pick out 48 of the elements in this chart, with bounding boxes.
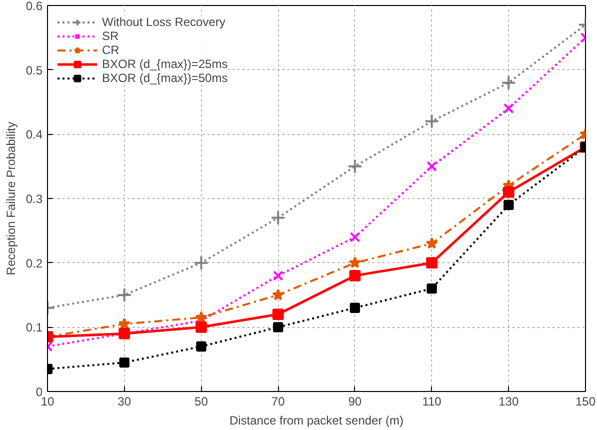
x-tick-label: 30 xyxy=(118,394,132,408)
point xyxy=(426,283,437,294)
point xyxy=(272,308,284,320)
x-tick-label: 150 xyxy=(575,394,596,408)
point xyxy=(119,357,130,368)
y-tick-label: 0.6 xyxy=(26,0,43,13)
point xyxy=(272,288,284,300)
point xyxy=(350,232,360,242)
legend-label: Without Loss Recovery xyxy=(102,15,226,29)
point xyxy=(272,270,284,281)
point xyxy=(272,322,284,332)
y-tick-label: 0.2 xyxy=(26,256,43,270)
point xyxy=(426,257,438,269)
point xyxy=(348,256,361,268)
point xyxy=(194,255,209,270)
point xyxy=(501,75,516,90)
point xyxy=(349,270,361,282)
legend-label: CR xyxy=(102,43,120,57)
y-tick-label: 0.3 xyxy=(26,192,43,206)
point xyxy=(350,302,360,313)
x-tick-label: 50 xyxy=(194,394,208,408)
x-tick-label: 70 xyxy=(271,394,286,408)
x-tick-label: 110 xyxy=(422,394,442,408)
y-tick-label: 0.5 xyxy=(26,63,43,78)
point xyxy=(426,237,438,249)
x-tick-label: 90 xyxy=(348,394,362,408)
point xyxy=(504,200,514,210)
x-axis-title: Distance from packet sender (m) xyxy=(229,414,404,428)
point xyxy=(196,321,207,333)
x-tick-label: 130 xyxy=(498,394,519,408)
legend-label: BXOR (d_{max})=50ms xyxy=(102,71,228,85)
y-tick-label: 0.1 xyxy=(26,320,43,335)
point xyxy=(196,341,206,352)
y-axis-title: Reception Failure Probability xyxy=(4,122,18,276)
point xyxy=(195,311,208,323)
point xyxy=(426,161,437,172)
legend-label: BXOR (d_{max})=25ms xyxy=(102,57,228,71)
point xyxy=(116,288,132,302)
legend-label: SR xyxy=(102,29,120,43)
y-tick-label: 0 xyxy=(36,385,43,399)
x-tick-label: 10 xyxy=(40,394,54,408)
point xyxy=(347,158,362,174)
point xyxy=(424,114,440,129)
y-tick-label: 0.4 xyxy=(26,128,43,142)
point xyxy=(503,103,514,114)
point xyxy=(118,318,130,330)
point xyxy=(270,210,286,226)
point xyxy=(502,186,514,198)
